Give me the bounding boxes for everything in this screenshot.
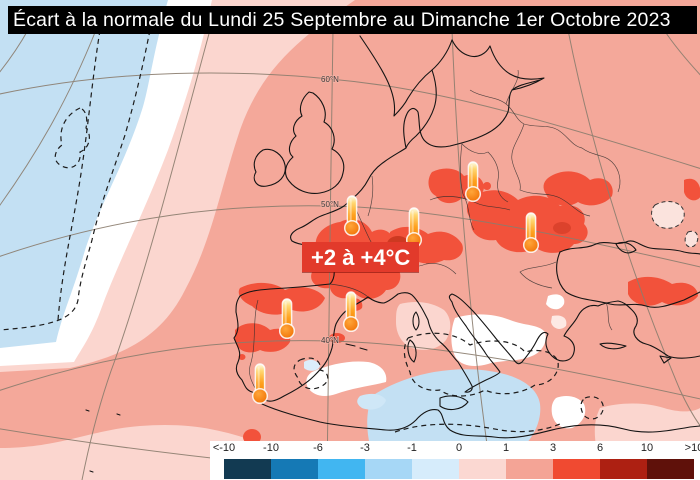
thermometer-layer — [251, 161, 540, 405]
legend-color-cell — [365, 459, 412, 479]
legend-tick-label: >10 — [684, 442, 700, 454]
thermometer-icon — [278, 298, 296, 340]
legend-tick-label: -6 — [313, 442, 323, 454]
latitude-label: 50°N — [321, 200, 339, 209]
legend-tick-label: 10 — [640, 442, 654, 454]
thermometer-icon — [343, 195, 361, 237]
legend-tick-label: 0 — [455, 442, 463, 454]
thermometer-icon — [342, 291, 360, 333]
legend-tick-label: -3 — [360, 442, 370, 454]
title-bar: Écart à la normale du Lundi 25 Septembre… — [8, 6, 697, 34]
legend-color-cell — [271, 459, 318, 479]
legend-color-cell — [553, 459, 600, 479]
legend-color-cell — [647, 459, 694, 479]
legend-color-cell — [506, 459, 553, 479]
thermometer-icon — [464, 161, 482, 203]
anomaly-annotation: +2 à +4°C — [302, 242, 420, 272]
legend-tick-label: -1 — [407, 442, 417, 454]
legend-tick-label: 3 — [549, 442, 557, 454]
legend-colorbar — [224, 459, 694, 479]
map-title: Écart à la normale du Lundi 25 Septembre… — [13, 9, 671, 31]
legend-tick-label: <-10 — [212, 442, 236, 454]
legend-tick-label: 1 — [502, 442, 510, 454]
legend-color-cell — [600, 459, 647, 479]
latitude-label-layer: 60°N 50°N 40°N — [320, 74, 340, 346]
legend-tick-label: -10 — [263, 442, 279, 454]
thermometer-icon — [522, 212, 540, 254]
legend-color-cell — [224, 459, 271, 479]
latitude-label: 40°N — [321, 336, 339, 345]
legend-color-cell — [318, 459, 365, 479]
latitude-label: 60°N — [321, 75, 339, 84]
legend-tick-label: 6 — [596, 442, 604, 454]
coastlines — [85, 35, 700, 473]
thermometer-icon — [251, 363, 269, 405]
legend-color-cell — [412, 459, 459, 479]
legend-color-cell — [459, 459, 506, 479]
dashed-contours — [0, 29, 604, 433]
